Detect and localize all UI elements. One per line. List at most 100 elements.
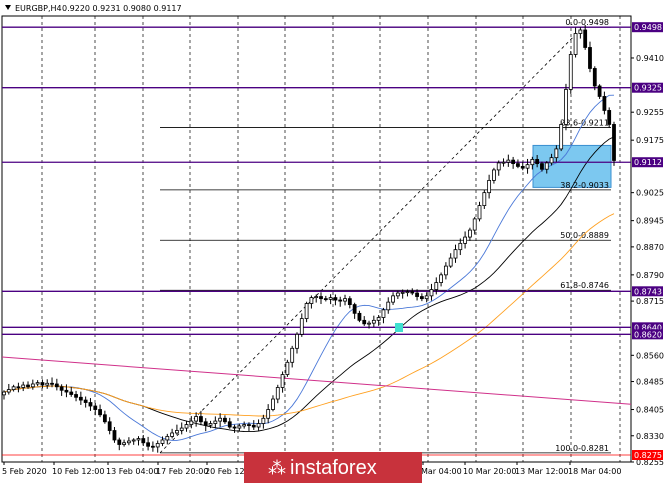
y-tick-label: 0.8715 bbox=[636, 297, 664, 306]
collapse-triangle-icon[interactable] bbox=[5, 5, 11, 10]
candle-body bbox=[386, 301, 391, 311]
candle-body bbox=[511, 159, 516, 165]
ma-pink-line bbox=[1, 356, 632, 405]
candle-body bbox=[218, 417, 223, 422]
candle-body bbox=[602, 96, 607, 111]
watermark: ⁂ instaforex bbox=[244, 452, 422, 483]
candle-body bbox=[256, 423, 261, 428]
level-price-label: 0.9498 bbox=[634, 23, 662, 32]
y-tick-label: 0.9175 bbox=[636, 136, 664, 145]
level-price-label: 0.8640 bbox=[634, 323, 662, 332]
candle-body bbox=[285, 361, 290, 375]
candle-body bbox=[194, 416, 199, 422]
level-price-label: 0.9112 bbox=[634, 158, 662, 167]
candle-body bbox=[588, 47, 592, 69]
candle-body bbox=[150, 445, 155, 448]
candle-body bbox=[309, 297, 314, 304]
candle-body bbox=[30, 383, 35, 388]
candle-body bbox=[535, 159, 540, 165]
level-price-tag bbox=[632, 286, 663, 297]
candle-body bbox=[304, 303, 309, 319]
candle-body bbox=[578, 29, 583, 34]
candle-body bbox=[328, 297, 333, 300]
ma-orange-line bbox=[3, 213, 615, 417]
level-price-tag bbox=[632, 22, 663, 33]
candle-body bbox=[400, 291, 405, 294]
candle-body bbox=[227, 421, 232, 428]
candle-body bbox=[175, 430, 179, 434]
y-tick-label: 0.8870 bbox=[636, 243, 664, 252]
candle-body bbox=[612, 124, 616, 161]
candle-body bbox=[141, 438, 146, 444]
candle-body bbox=[83, 399, 88, 403]
candle-body bbox=[506, 159, 511, 163]
candle-body bbox=[554, 148, 559, 159]
x-tick-label: 18 Mar 04:00 bbox=[568, 467, 621, 476]
candle-body bbox=[463, 236, 468, 244]
candle-body bbox=[564, 89, 568, 125]
candle-body bbox=[319, 296, 323, 300]
candle-body bbox=[64, 389, 69, 393]
y-tick-label: 0.9025 bbox=[636, 189, 664, 198]
candle-body bbox=[597, 85, 602, 97]
candle-body bbox=[434, 282, 439, 290]
candle-body bbox=[290, 347, 295, 363]
candle-body bbox=[338, 299, 343, 302]
candle-body bbox=[50, 382, 54, 385]
price-axis: 0.9410 0.9255 0.9175 0.9025 0.8945 0.8870 0.87… bbox=[631, 22, 664, 467]
y-tick-label: 0.8560 bbox=[636, 351, 664, 360]
y-tick-label: 0.8330 bbox=[636, 432, 664, 441]
x-tick-label: 10 Mar 20:00 bbox=[463, 467, 516, 476]
candle-body bbox=[468, 229, 472, 238]
watermark-text: instaforex bbox=[290, 457, 377, 479]
y-tick-label: 0.8405 bbox=[636, 406, 664, 415]
candle-body bbox=[443, 265, 448, 276]
x-tick-label: 13 Feb 04:00 bbox=[106, 467, 158, 476]
x-tick-label: Mar 04:00 bbox=[421, 467, 462, 476]
candle-body bbox=[314, 296, 319, 298]
horizontal-levels bbox=[2, 26, 631, 456]
candle-body bbox=[419, 296, 424, 300]
candle-body bbox=[88, 402, 93, 407]
fib-label: 38.2-0.9033 bbox=[560, 181, 609, 190]
level-price-label: 0.8275 bbox=[634, 451, 662, 460]
candle-body bbox=[165, 436, 170, 441]
candle-body bbox=[213, 420, 218, 424]
fib-label: 100.0-0.8281 bbox=[555, 444, 609, 453]
candle-body bbox=[347, 298, 352, 305]
candle-body bbox=[530, 159, 535, 166]
symbol-label: EURGBP,H4 bbox=[15, 4, 62, 13]
candle-body bbox=[184, 424, 189, 429]
candle-body bbox=[6, 389, 11, 393]
watermark-background bbox=[244, 452, 422, 483]
ohlc-values: 0.9220 0.9231 0.9080 0.9117 bbox=[62, 4, 182, 13]
candle-body bbox=[69, 391, 74, 395]
candle-body bbox=[583, 29, 588, 48]
candle-body bbox=[179, 427, 184, 431]
candle-body bbox=[16, 386, 21, 389]
x-tick-label: 20 Feb 12: bbox=[205, 467, 247, 476]
candle-body bbox=[232, 426, 237, 429]
candle-body bbox=[208, 423, 213, 426]
candle-body bbox=[126, 440, 131, 444]
candle-body bbox=[376, 317, 381, 321]
candle-body bbox=[453, 249, 458, 259]
candle-body bbox=[520, 166, 525, 169]
plot-area bbox=[1, 15, 632, 463]
candle-body bbox=[261, 417, 266, 424]
candle-body bbox=[333, 297, 338, 301]
candle-body bbox=[501, 161, 506, 164]
fibonacci-trendline bbox=[159, 26, 584, 454]
candle-body bbox=[54, 383, 59, 388]
watermark-logo-icon: ⁂ bbox=[268, 458, 286, 479]
fib-label: 0.0-0.9498 bbox=[565, 18, 609, 27]
candle-body bbox=[122, 442, 126, 445]
candle-body bbox=[155, 443, 160, 448]
candle-body bbox=[280, 374, 285, 388]
candle-body bbox=[343, 298, 347, 302]
candle-body bbox=[237, 425, 242, 429]
candle-body bbox=[391, 295, 395, 303]
vertical-gridlines bbox=[41, 16, 621, 462]
candle-body bbox=[415, 292, 419, 297]
candle-body bbox=[607, 110, 612, 125]
